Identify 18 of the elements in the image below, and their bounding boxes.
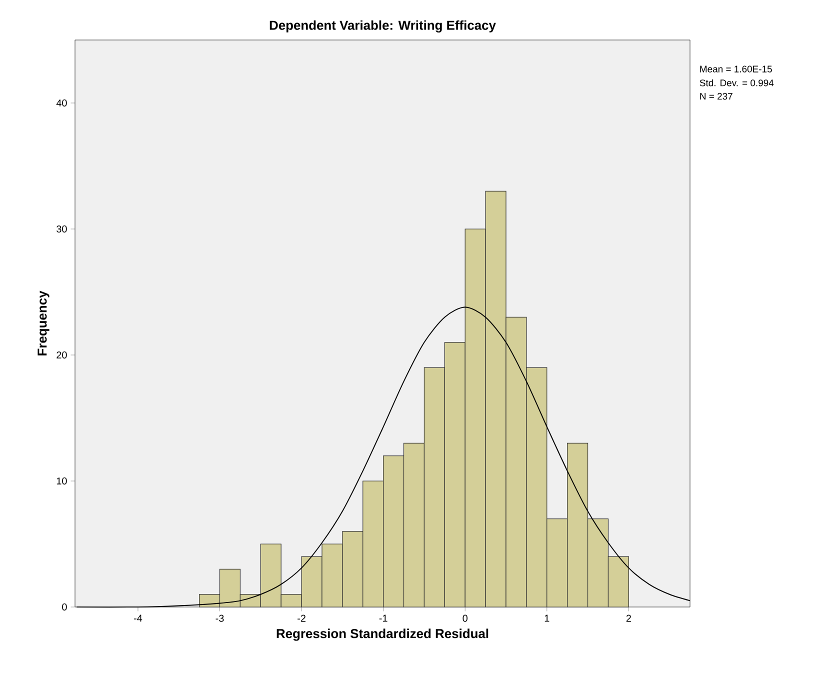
chart-title: Dependent Variable: Writing Efficacy bbox=[270, 20, 496, 32]
x-tick-label: -3 bbox=[216, 614, 224, 622]
x-tick-label: -1 bbox=[379, 614, 388, 622]
x-tick-label: -2 bbox=[298, 614, 306, 622]
y-tick-label: 20 bbox=[56, 351, 67, 359]
x-tick-label: -4 bbox=[134, 614, 142, 622]
x-tick-label: 1 bbox=[544, 614, 550, 622]
y-axis-title: Frequency bbox=[38, 290, 50, 356]
text: Mean = 1.60E-15 bbox=[700, 66, 772, 72]
x-axis-title: Regression Standardized Residual bbox=[276, 628, 488, 641]
text: N = 237 bbox=[700, 92, 732, 100]
y-tick-label: 30 bbox=[56, 225, 67, 233]
text: Std. Dev. = 0.994 bbox=[700, 79, 774, 86]
y-tick-label: 0 bbox=[62, 603, 67, 611]
y-tick-label: 40 bbox=[56, 99, 67, 107]
y-tick-label: 10 bbox=[56, 477, 67, 485]
x-tick-label: 2 bbox=[626, 614, 631, 622]
x-tick-label: 0 bbox=[462, 614, 468, 622]
